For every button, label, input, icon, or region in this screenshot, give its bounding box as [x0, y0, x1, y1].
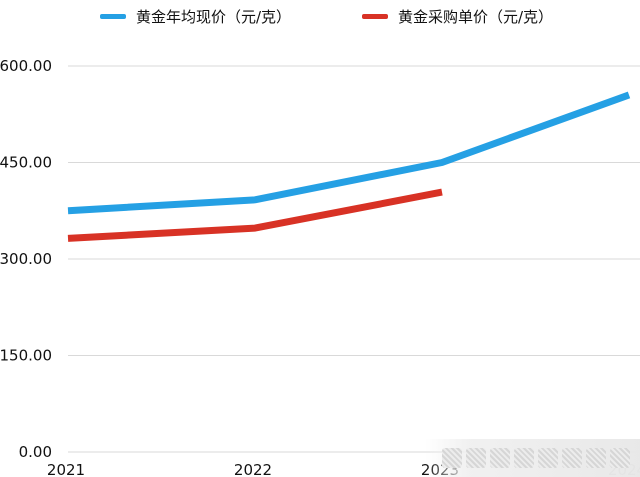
legend-item-avg-price: 黄金年均现价（元/克）	[100, 6, 291, 27]
watermark-icon	[490, 448, 510, 468]
series-line-1	[67, 188, 443, 242]
legend-label-purchase-price: 黄金采购单价（元/克）	[398, 8, 554, 26]
legend-swatch-purchase-price	[362, 14, 388, 19]
legend-swatch-avg-price	[100, 14, 126, 19]
y-axis-ticks: 600.00 450.00 300.00 150.00 0.00	[0, 57, 52, 461]
x-tick-label: 2022	[234, 461, 272, 477]
legend: 黄金年均现价（元/克） 黄金采购单价（元/克）	[0, 6, 640, 28]
legend-label-avg-price: 黄金年均现价（元/克）	[136, 8, 292, 26]
watermark-icon	[514, 448, 534, 468]
y-tick-label: 450.00	[0, 154, 52, 172]
y-tick-label: 300.00	[0, 250, 52, 268]
watermark-icon	[466, 448, 486, 468]
y-tick-label: 0.00	[19, 443, 52, 461]
watermark-icon	[586, 448, 606, 468]
gridlines	[68, 65, 640, 453]
y-tick-label: 600.00	[0, 57, 52, 75]
watermark-icon	[562, 448, 582, 468]
y-tick-label: 150.00	[0, 347, 52, 365]
watermark-icon	[610, 448, 630, 468]
watermark	[425, 439, 640, 477]
watermark-icon	[538, 448, 558, 468]
series-line-0	[67, 91, 631, 215]
x-tick-label: 2021	[47, 461, 85, 477]
legend-item-purchase-price: 黄金采购单价（元/克）	[362, 6, 553, 27]
watermark-icon	[442, 448, 462, 468]
series-lines	[67, 91, 631, 242]
